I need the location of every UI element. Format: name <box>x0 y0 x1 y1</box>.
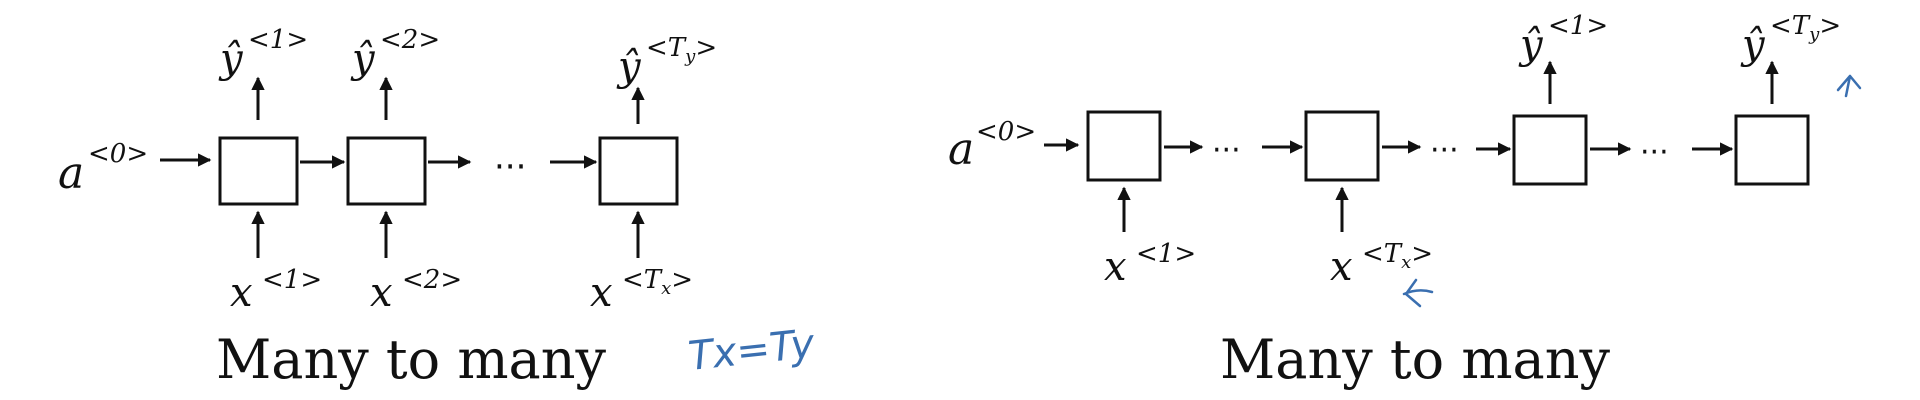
left-diagram: a <0> ··· ŷ <1> ŷ <2> ŷ <Ty> x <1> x <box>58 25 818 391</box>
left-input-2-superscript: <2> <box>402 265 462 295</box>
left-rnn-cell-1 <box>218 136 299 206</box>
left-output-2-superscript: <2> <box>380 25 440 55</box>
right-encoder-cell-2 <box>1304 110 1380 182</box>
left-input-1-label: x <box>230 270 253 316</box>
right-input-1-superscript: <1> <box>1136 239 1196 269</box>
right-initial-state-superscript: <0> <box>976 117 1036 147</box>
left-rnn-cell-3 <box>598 136 679 206</box>
right-decoder-cell-1 <box>1512 114 1588 186</box>
right-handwritten-mark-input <box>1402 278 1434 308</box>
right-output-2-label: ŷ <box>1740 22 1766 68</box>
right-output-1-superscript: <1> <box>1548 11 1608 41</box>
right-output-2-superscript: <Ty> <box>1770 11 1841 45</box>
right-initial-state-label: a <box>948 124 974 175</box>
left-initial-state-superscript: <0> <box>88 139 148 169</box>
right-ellipsis-3: ··· <box>1640 135 1669 170</box>
left-annotation-text: Tx=Ty <box>686 321 818 380</box>
right-ellipsis-2: ··· <box>1430 133 1459 168</box>
right-diagram: a <0> ··· ··· ··· x <1> x <Tx> ŷ < <box>948 11 1862 391</box>
left-caption: Many to many <box>216 328 606 391</box>
left-input-1-superscript: <1> <box>262 265 322 295</box>
left-ellipsis: ··· <box>494 147 526 187</box>
right-decoder-cell-2 <box>1734 114 1810 186</box>
left-output-1-superscript: <1> <box>248 25 308 55</box>
right-input-1-label: x <box>1104 244 1127 290</box>
right-encoder-cell-1 <box>1086 110 1162 182</box>
left-rnn-cell-2 <box>346 136 427 206</box>
left-input-3-superscript: <Tx> <box>622 265 693 299</box>
right-input-2-superscript: <Tx> <box>1362 239 1433 273</box>
left-output-3-superscript: <Ty> <box>646 33 717 67</box>
right-ellipsis-1: ··· <box>1212 133 1241 168</box>
left-handwritten-annotation: Tx=Ty <box>686 321 818 380</box>
right-handwritten-mark-output <box>1836 74 1862 98</box>
right-caption: Many to many <box>1220 328 1610 391</box>
left-output-3-label: ŷ <box>616 44 642 90</box>
left-output-1-label: ŷ <box>218 36 244 82</box>
right-input-2-label: x <box>1330 244 1353 290</box>
right-output-1-label: ŷ <box>1518 22 1544 68</box>
left-input-3-label: x <box>590 270 613 316</box>
left-input-2-label: x <box>370 270 393 316</box>
left-output-2-label: ŷ <box>350 36 376 82</box>
left-initial-state-label: a <box>58 148 84 199</box>
